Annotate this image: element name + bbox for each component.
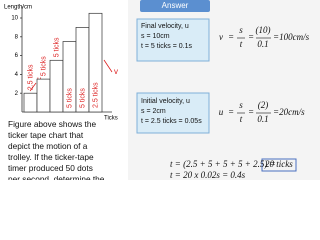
y-tick-label: 6: [15, 53, 19, 59]
question-line: Figure above shows the: [8, 119, 96, 129]
symbol: v: [219, 32, 223, 42]
box-line: t = 2.5 ticks = 0.05s: [141, 118, 202, 125]
time-line1: t = (2.5 + 5 + 5 + 5 + 2.5) =: [170, 159, 276, 169]
result: =100cm/s: [273, 32, 310, 42]
box-line: s = 10cm: [141, 33, 170, 40]
box-line: Initial velocity, u: [141, 98, 190, 105]
box-line: t = 5 ticks = 0.1s: [141, 43, 192, 50]
initial-box: [136, 92, 210, 134]
y-tick-label: 4: [15, 72, 19, 78]
slide: Length/cm Ticks v u Figure above shows t…: [0, 0, 320, 180]
equals: =: [248, 107, 254, 117]
bar-label: 2.5 ticks: [92, 82, 99, 108]
question-line: timer produced 50 dots: [8, 163, 93, 173]
bar-label: 5 ticks: [66, 88, 73, 108]
denominator: t: [240, 114, 243, 124]
equals: =: [248, 32, 254, 42]
tape-bar: [36, 78, 51, 113]
numerator: s: [239, 25, 243, 35]
question-line: depict the motion of a: [8, 141, 88, 151]
box-line: Final velocity, u: [141, 23, 189, 30]
page: Length/cm Ticks v u Figure above shows t…: [0, 0, 320, 180]
denominator: 0.1: [257, 114, 268, 124]
final-box: [136, 18, 210, 62]
arrow: [29, 82, 37, 92]
box-line: s = 2cm: [141, 108, 166, 115]
y-label: Length/cm: [4, 5, 32, 11]
equals: =: [228, 32, 234, 42]
marker-v: v: [114, 67, 118, 76]
equals: =: [228, 107, 234, 117]
result: =20cm/s: [273, 107, 305, 117]
bar-label: 5 ticks: [79, 88, 86, 108]
bar-label: 5 ticks: [53, 37, 60, 57]
question-line: per second, determine the: [8, 174, 105, 180]
question-line: ticker tape chart that: [8, 130, 84, 140]
numerator: (10): [256, 25, 271, 35]
y-tick-label: 10: [11, 16, 18, 22]
tape-bar: [88, 12, 103, 113]
time-boxed: 20 ticks: [265, 159, 293, 169]
numerator: (2): [258, 100, 269, 110]
question-line: trolley. If the ticker-tape: [8, 152, 94, 162]
bar-label: 2.5 ticks: [27, 64, 34, 90]
denominator: t: [240, 39, 243, 49]
tape-bar: [23, 92, 38, 113]
time-line2: t = 20 x 0.02s = 0.4s: [170, 170, 246, 180]
x-label: Ticks: [104, 116, 118, 122]
answer-label: Answer: [162, 1, 189, 10]
denominator: 0.1: [257, 39, 268, 49]
y-tick-label: 8: [15, 34, 19, 40]
arrow: [103, 59, 113, 73]
symbol: u: [219, 107, 224, 117]
answer-tab: [140, 0, 210, 12]
numerator: s: [239, 100, 243, 110]
tape-bar: [49, 59, 64, 113]
bar-label: 5 ticks: [40, 56, 47, 76]
y-tick-label: 2: [15, 91, 19, 97]
answer-box: [261, 158, 297, 172]
